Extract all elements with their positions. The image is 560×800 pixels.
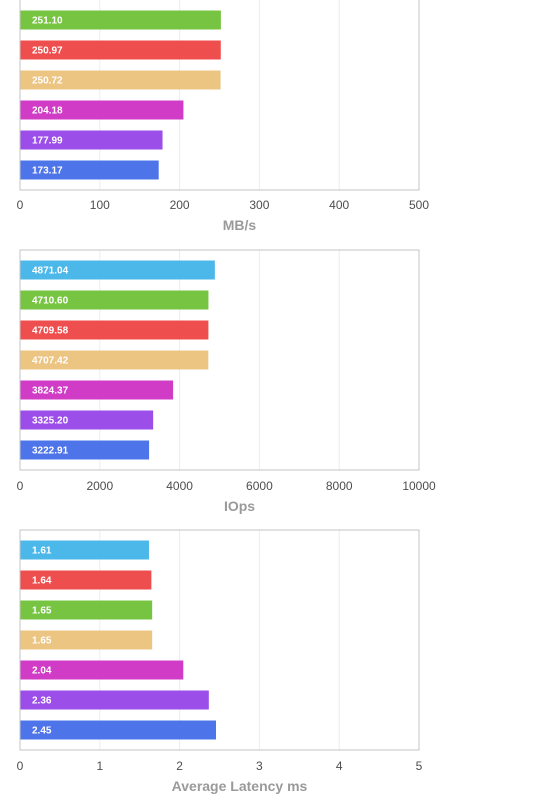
bar xyxy=(20,10,221,30)
bar xyxy=(20,290,209,310)
bar-value-label: 251.10 xyxy=(32,16,63,27)
x-tick-label: 5 xyxy=(416,759,423,773)
bar xyxy=(20,100,184,120)
bar-value-label: 1.65 xyxy=(32,636,52,647)
plot-frame xyxy=(19,529,420,751)
bar-value-label: 2.45 xyxy=(32,726,52,737)
x-tick-label: 500 xyxy=(409,198,429,212)
x-tick-label: 0 xyxy=(17,198,24,212)
chart-3: 1.61 1.64 1.65 1.65 2.04 2.36 2.45 0 1 2 3 4 5 Averag… xyxy=(17,529,423,794)
x-tick-label: 4000 xyxy=(166,479,193,493)
bar-value-label: 177.99 xyxy=(32,136,63,147)
bar xyxy=(20,130,163,150)
x-tick-label: 200 xyxy=(170,198,190,212)
x-tick-label: 100 xyxy=(90,198,110,212)
x-axis-label: Average Latency ms xyxy=(172,778,308,794)
x-tick-label: 400 xyxy=(329,198,349,212)
bar xyxy=(20,160,159,180)
bar xyxy=(20,260,215,280)
bar-value-label: 4709.58 xyxy=(32,326,69,337)
bar-value-label: 250.72 xyxy=(32,76,63,87)
bar xyxy=(20,70,221,90)
x-tick-label: 8000 xyxy=(326,479,353,493)
x-tick-label: 0 xyxy=(17,759,24,773)
bar xyxy=(20,410,154,430)
x-axis-label: IOps xyxy=(224,498,255,514)
bar xyxy=(20,540,149,560)
x-tick-label: 10000 xyxy=(402,479,436,493)
bar-value-label: 204.18 xyxy=(32,106,63,117)
bar xyxy=(20,320,209,340)
bar xyxy=(20,690,209,710)
x-tick-label: 2000 xyxy=(86,479,113,493)
bar xyxy=(20,600,153,620)
bar xyxy=(20,40,221,60)
bar-value-label: 4871.04 xyxy=(32,266,69,277)
x-tick-label: 4 xyxy=(336,759,343,773)
bar xyxy=(20,720,217,740)
x-tick-label: 6000 xyxy=(246,479,273,493)
bar-value-label: 4710.60 xyxy=(32,296,69,307)
bar-value-label: 3222.91 xyxy=(32,446,69,457)
bar-value-label: 1.61 xyxy=(32,546,52,557)
bar-value-label: 2.36 xyxy=(32,696,52,707)
x-tick-label: 300 xyxy=(249,198,269,212)
bar-value-label: 1.65 xyxy=(32,606,52,617)
bar-value-label: 250.97 xyxy=(32,46,63,57)
bar-value-label: 1.64 xyxy=(32,576,52,587)
x-tick-label: 1 xyxy=(96,759,103,773)
bar-value-label: 173.17 xyxy=(32,166,63,177)
bar xyxy=(20,350,209,370)
bar-value-label: 3325.20 xyxy=(32,416,69,427)
x-tick-label: 2 xyxy=(176,759,183,773)
chart-1: 251.10 250.97 250.72 204.18 177.99 173.17 0 100… xyxy=(17,0,429,233)
chart-2: 4871.04 4710.60 4709.58 4707.42 3824.37 3325.… xyxy=(17,249,436,514)
bar xyxy=(20,660,184,680)
bar xyxy=(20,380,174,400)
bar xyxy=(20,570,152,590)
x-tick-label: 3 xyxy=(256,759,263,773)
plot-frame xyxy=(19,249,420,471)
x-tick-label: 0 xyxy=(17,479,24,493)
bar xyxy=(20,440,150,460)
plot-frame xyxy=(19,0,420,191)
bar-value-label: 3824.37 xyxy=(32,386,69,397)
bar-value-label: 4707.42 xyxy=(32,356,69,367)
bar-value-label: 2.04 xyxy=(32,666,52,677)
bar xyxy=(20,630,153,650)
x-axis-label: MB/s xyxy=(223,217,257,233)
